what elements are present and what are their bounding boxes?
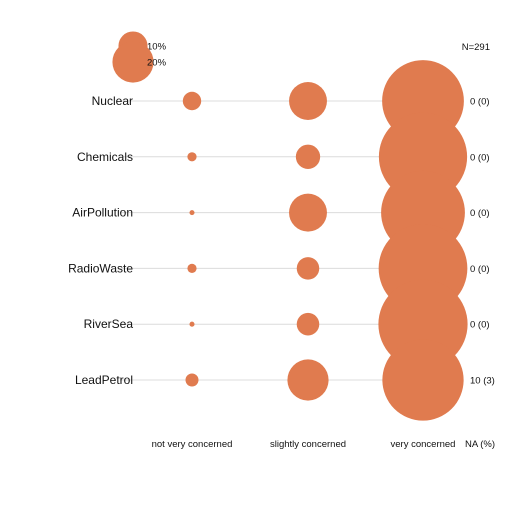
- na-value: 0 (0): [470, 208, 490, 219]
- category-label: very concerned: [391, 439, 456, 450]
- legend-label: 10%: [147, 42, 167, 53]
- bubble: [189, 210, 195, 216]
- na-value: 0 (0): [470, 97, 490, 108]
- na-value-labels: 0 (0) 0 (0) 0 (0) 0 (0) 0 (0) 10 (3): [470, 97, 495, 387]
- bubble: [182, 91, 202, 111]
- na-value: 0 (0): [470, 152, 490, 163]
- bubble: [382, 339, 464, 421]
- na-value: 10 (3): [470, 376, 495, 387]
- bubble: [185, 373, 199, 387]
- row-label: RadioWaste: [68, 261, 133, 275]
- bubble: [287, 359, 329, 401]
- row-label: LeadPetrol: [75, 373, 133, 387]
- sample-size-label: N=291: [462, 42, 490, 53]
- row-label: RiverSea: [84, 317, 134, 331]
- bubble: [296, 257, 320, 280]
- row-labels: Nuclear Chemicals AirPollution RadioWaste Ri…: [68, 94, 133, 387]
- bubble: [289, 82, 327, 120]
- na-value: 0 (0): [470, 320, 490, 331]
- row-label: Chemicals: [77, 150, 133, 164]
- bubble: [187, 263, 197, 273]
- legend-label: 20%: [147, 58, 167, 69]
- category-axis-labels: not very concerned slightly concerned very…: [152, 439, 456, 450]
- size-legend: 10%20%: [112, 31, 167, 83]
- bubble: [296, 312, 320, 336]
- bubble-marks: [182, 60, 468, 421]
- category-label: slightly concerned: [270, 439, 346, 450]
- bubble: [189, 321, 195, 327]
- row-label: AirPollution: [72, 206, 133, 220]
- bubble: [289, 193, 327, 232]
- legend-bubble: [112, 41, 154, 83]
- bubble: [295, 144, 321, 169]
- row-label: Nuclear: [92, 94, 133, 108]
- bubble: [187, 152, 197, 162]
- category-label: not very concerned: [152, 439, 233, 450]
- na-column-header: NA (%): [465, 439, 495, 450]
- na-value: 0 (0): [470, 264, 490, 275]
